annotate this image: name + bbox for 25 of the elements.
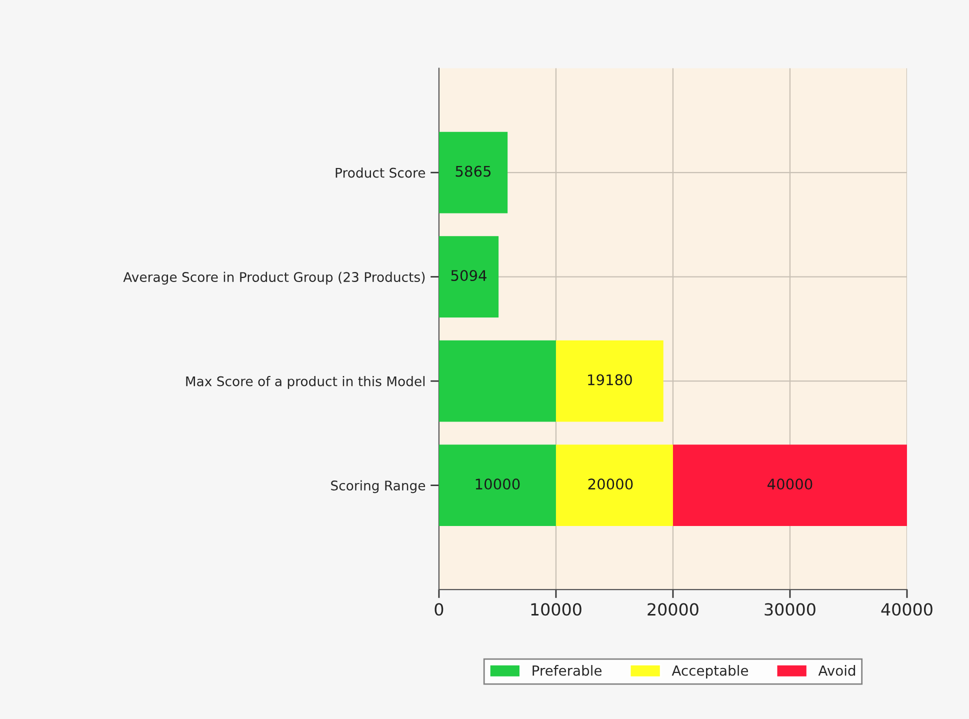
y-tick-label: Product Score [336, 168, 426, 178]
bar [438, 340, 556, 422]
legend-label: Acceptable [672, 665, 748, 678]
annotation: 20000 [588, 478, 633, 490]
y-tick-label: Max Score of a product in this Model [186, 376, 425, 389]
total-label: 5865 [456, 166, 491, 177]
bar [672, 444, 907, 526]
data-label: 10000 [476, 478, 520, 490]
x-tick-label: 40000 [881, 603, 932, 616]
bar [556, 340, 664, 422]
total-label: 40000 [767, 478, 812, 490]
y-tick-label: Average Score in Product Group (23 Products) [123, 272, 425, 285]
bar [438, 132, 508, 214]
bar [438, 236, 499, 318]
total-label: 5094 [451, 270, 486, 282]
x-tick-label: 20000 [648, 603, 698, 616]
total-label: 19180 [588, 374, 632, 386]
bar [556, 444, 673, 526]
x-tick-label: 0 [434, 603, 444, 616]
legend-label: Avoid [818, 665, 856, 676]
y-tick-label: Scoring Range [331, 480, 426, 494]
bar [438, 444, 556, 526]
x-tick-label: 30000 [764, 603, 816, 616]
x-tick-label: 10000 [531, 603, 582, 616]
legend-label: Preferable [532, 665, 602, 676]
